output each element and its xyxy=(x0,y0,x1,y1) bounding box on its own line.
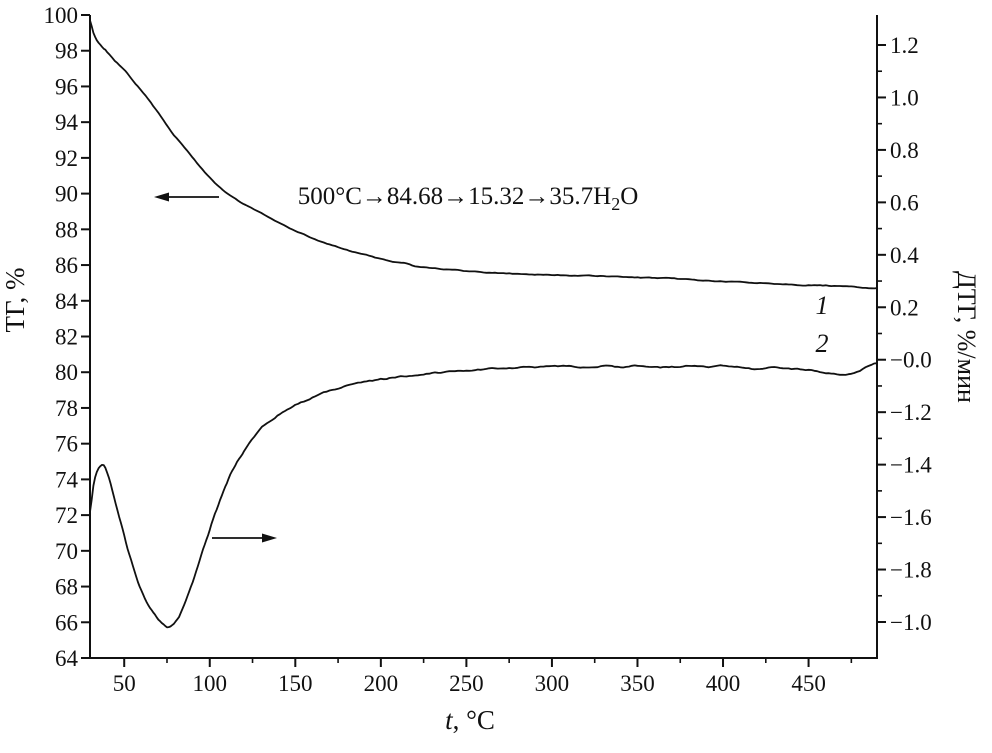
y-left-tick-label: 92 xyxy=(55,146,78,171)
x-tick-label: 100 xyxy=(193,671,228,696)
y-left-tick-label: 78 xyxy=(55,396,78,421)
y-left-tick-label: 100 xyxy=(44,3,79,28)
x-tick-label: 50 xyxy=(113,671,136,696)
y-left-tick-label: 90 xyxy=(55,182,78,207)
axis-frame xyxy=(89,15,878,659)
y-right-tick-label: −1.8 xyxy=(890,558,932,583)
y-left-tick-label: 88 xyxy=(55,217,78,242)
decomposition-annotation: 500°C→84.68→15.32→35.7H2O xyxy=(298,183,639,214)
y-right-tick-label: 0.2 xyxy=(890,295,919,320)
x-tick-label: 450 xyxy=(791,671,826,696)
y-left-tick-label: 94 xyxy=(55,110,79,135)
x-tick-label: 200 xyxy=(364,671,399,696)
y-left-tick-label: 74 xyxy=(55,467,79,492)
axes-layer: 100 98 96 94 92 90 88 86 84 82 80 78 76 74 72 70 68 66 64 5… xyxy=(44,3,933,696)
curve-2 xyxy=(89,362,878,629)
y-left-tick-label: 66 xyxy=(55,610,78,635)
x-axis-title: t, °C xyxy=(445,705,495,735)
y-right-tick-label: 1.0 xyxy=(890,85,919,110)
curves-layer xyxy=(89,19,878,629)
x-tick-label: 350 xyxy=(620,671,655,696)
y-left-tick-label: 76 xyxy=(55,432,78,457)
x-tick-label: 150 xyxy=(278,671,313,696)
y-left-tick-label: 84 xyxy=(55,289,79,314)
y-left-tick-label: 70 xyxy=(55,539,78,564)
y-right-tick-label: −1.2 xyxy=(890,400,932,425)
y-right-tick-label: 1.2 xyxy=(890,33,919,58)
y-left-tick-label: 68 xyxy=(55,575,78,600)
y-left-tick-label: 98 xyxy=(55,39,78,64)
y-left-tick-label: 82 xyxy=(55,325,78,350)
y-left-tick-label: 80 xyxy=(55,360,78,385)
y-right-tick-label: 0.4 xyxy=(890,243,919,268)
curve-1-axis-arrow-head xyxy=(154,192,169,202)
x-tick-label: 250 xyxy=(449,671,484,696)
y-right-tick-label: −1.0 xyxy=(890,610,932,635)
y-right-tick-label: 0.8 xyxy=(890,138,919,163)
curve-1 xyxy=(89,19,878,290)
curve-1-label: 1 xyxy=(816,291,829,320)
y-right-tick-label: −1.4 xyxy=(890,453,932,478)
y-left-tick-label: 86 xyxy=(55,253,78,278)
curve-2-label: 2 xyxy=(816,329,829,358)
x-tick-label: 400 xyxy=(706,671,741,696)
y-right-tick-label: 0.6 xyxy=(890,190,919,215)
y-right-tick-label: −1.6 xyxy=(890,505,932,530)
x-tick-label: 300 xyxy=(535,671,570,696)
y-left-tick-label: 96 xyxy=(55,74,78,99)
y-left-axis-title: ТГ, % xyxy=(0,267,30,332)
y-right-tick-label: −0.0 xyxy=(890,348,932,373)
curve-2-axis-arrow-head xyxy=(262,533,277,543)
y-right-axis-title: ДТГ, %/мин xyxy=(952,271,981,403)
y-left-tick-label: 72 xyxy=(55,503,78,528)
y-left-tick-label: 64 xyxy=(55,646,79,671)
